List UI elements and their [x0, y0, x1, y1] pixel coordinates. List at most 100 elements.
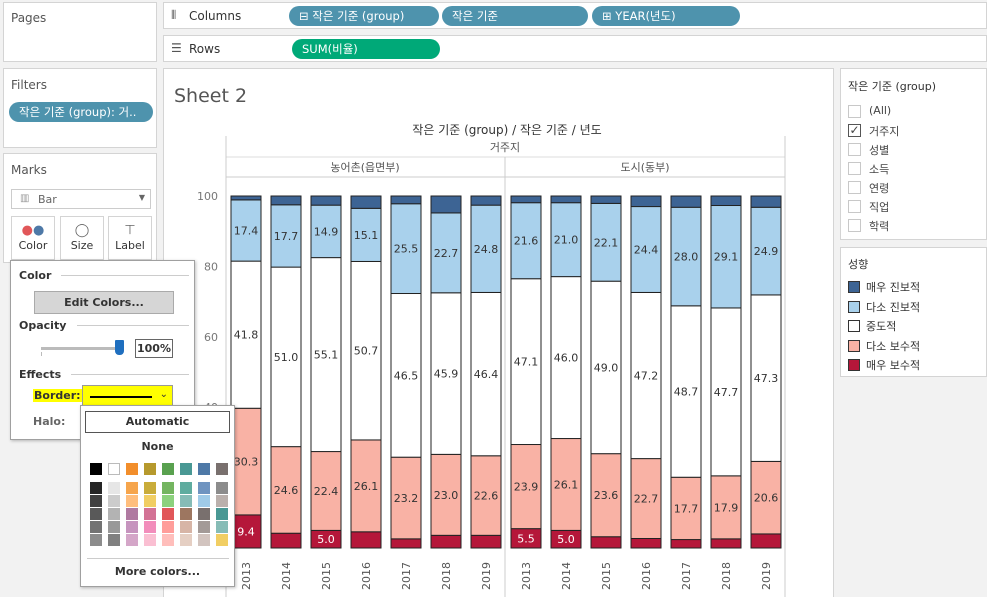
pages-title: Pages — [11, 11, 47, 25]
palette-swatch[interactable] — [180, 534, 192, 546]
palette-swatch[interactable] — [108, 463, 120, 475]
border-dropdown[interactable]: ⌄ — [82, 385, 173, 407]
checkbox[interactable] — [848, 143, 861, 156]
palette-swatch[interactable] — [108, 521, 120, 533]
palette-swatch[interactable] — [108, 508, 120, 520]
palette-swatch[interactable] — [108, 495, 120, 507]
palette-swatch[interactable] — [162, 521, 174, 533]
palette-swatch[interactable] — [198, 521, 210, 533]
legend-swatch — [848, 320, 860, 332]
palette-swatch[interactable] — [126, 521, 138, 533]
mark-type-dropdown[interactable]: ▥ Bar ▼ — [11, 189, 151, 209]
palette-swatch[interactable] — [162, 482, 174, 494]
opacity-label: Opacity — [19, 319, 67, 332]
palette-swatch[interactable] — [90, 495, 102, 507]
checkbox[interactable] — [848, 162, 861, 175]
palette-swatch[interactable] — [216, 463, 228, 475]
column-pill-group[interactable]: ⊟ 작은 기준 (group) — [289, 6, 439, 26]
palette-swatch[interactable] — [180, 482, 192, 494]
marks-panel: Marks ▥ Bar ▼ ●● Color ◯ Size ⊤ Label — [3, 153, 157, 263]
palette-swatch[interactable] — [90, 521, 102, 533]
checkbox[interactable] — [848, 181, 861, 194]
palette-swatch[interactable] — [198, 463, 210, 475]
palette-swatch[interactable] — [126, 534, 138, 546]
legend-swatch — [848, 339, 860, 352]
palette-swatch[interactable] — [216, 508, 228, 520]
palette-swatch[interactable] — [90, 463, 102, 475]
filter-option-label: 거주지 — [869, 125, 900, 138]
filter-option-label: 학력 — [869, 220, 890, 233]
palette-swatch[interactable] — [198, 534, 210, 546]
checkbox[interactable]: ✓ — [848, 123, 861, 137]
size-button[interactable]: ◯ Size — [60, 216, 104, 260]
palette-swatch[interactable] — [180, 495, 192, 507]
palette-swatch[interactable] — [144, 534, 156, 546]
palette-swatch[interactable] — [126, 463, 138, 475]
palette-swatch[interactable] — [144, 521, 156, 533]
opacity-value-field[interactable]: 100% — [135, 339, 173, 358]
column-pill-standard-label: 작은 기준 — [452, 9, 498, 23]
opacity-slider-ticks — [41, 352, 121, 356]
opacity-slider-handle[interactable] — [115, 340, 124, 355]
halo-label: Halo: — [33, 415, 66, 428]
divider — [61, 275, 189, 276]
palette-swatch[interactable] — [162, 463, 174, 475]
palette-swatch[interactable] — [144, 508, 156, 520]
palette-swatch[interactable] — [126, 508, 138, 520]
palette-swatch[interactable] — [198, 482, 210, 494]
legend-label: 매우 보수적 — [866, 359, 921, 372]
filter-option-label: 직업 — [869, 201, 890, 214]
legend-label: 중도적 — [866, 320, 897, 333]
column-pill-group-label: 작은 기준 (group) — [312, 9, 405, 23]
checkbox[interactable] — [848, 200, 861, 213]
edit-colors-button[interactable]: Edit Colors... — [34, 291, 174, 314]
row-pill-sum[interactable]: SUM(비율) — [292, 39, 440, 59]
palette-swatch[interactable] — [216, 482, 228, 494]
color-button-label: Color — [18, 239, 48, 252]
column-pill-year-label: YEAR(년도) — [615, 9, 676, 23]
palette-swatch[interactable] — [90, 508, 102, 520]
palette-swatch[interactable] — [126, 495, 138, 507]
palette-swatch[interactable] — [216, 521, 228, 533]
rows-shelf: ☰ Rows SUM(비율) — [163, 35, 987, 62]
palette-swatch[interactable] — [180, 508, 192, 520]
palette-swatch[interactable] — [180, 463, 192, 475]
none-option[interactable]: None — [141, 440, 174, 453]
palette-swatch[interactable] — [108, 482, 120, 494]
filter-pill[interactable]: 작은 기준 (group): 거.. — [9, 102, 153, 122]
divider — [71, 374, 189, 375]
columns-icon: ⦀ — [171, 8, 177, 22]
label-button[interactable]: ⊤ Label — [108, 216, 152, 260]
filter-option-label: 성별 — [869, 144, 890, 157]
palette-swatch[interactable] — [216, 495, 228, 507]
column-pill-standard[interactable]: 작은 기준 — [442, 6, 588, 26]
palette-swatch[interactable] — [180, 521, 192, 533]
palette-swatch[interactable] — [162, 534, 174, 546]
filter-option-label: 연령 — [869, 182, 890, 195]
palette-swatch[interactable] — [144, 463, 156, 475]
sheet-view: Sheet 2 작은 기준 (group) / 작은 기준 / 년도 — [163, 68, 834, 597]
palette-swatch[interactable] — [198, 508, 210, 520]
palette-swatch[interactable] — [198, 495, 210, 507]
palette-swatch[interactable] — [216, 534, 228, 546]
palette-swatch[interactable] — [108, 534, 120, 546]
size-icon: ◯ — [74, 223, 90, 238]
checkbox[interactable] — [848, 105, 861, 118]
color-button[interactable]: ●● Color — [11, 216, 55, 260]
opacity-slider-track[interactable] — [41, 347, 121, 350]
legend-label: 다소 진보적 — [866, 300, 921, 314]
color-section-label: Color — [19, 269, 52, 282]
checkbox[interactable] — [848, 219, 861, 232]
palette-swatch[interactable] — [162, 508, 174, 520]
more-colors-option[interactable]: More colors... — [114, 565, 201, 578]
column-pill-year[interactable]: ⊞ YEAR(년도) — [592, 6, 740, 26]
palette-swatch[interactable] — [162, 495, 174, 507]
bar-chart-icon: ▥ — [20, 193, 30, 204]
palette-swatch[interactable] — [144, 495, 156, 507]
palette-swatch[interactable] — [90, 534, 102, 546]
palette-swatch[interactable] — [126, 482, 138, 494]
palette-swatch[interactable] — [90, 482, 102, 494]
mark-type-label: Bar — [38, 193, 57, 206]
automatic-option[interactable]: Automatic — [85, 411, 230, 433]
palette-swatch[interactable] — [144, 482, 156, 494]
